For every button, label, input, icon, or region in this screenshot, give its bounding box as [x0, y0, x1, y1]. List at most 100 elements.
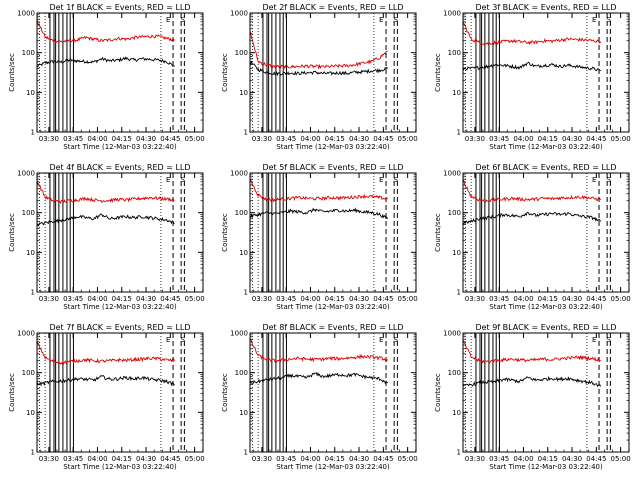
y-tick-label: 100: [235, 49, 248, 57]
x-tick-label: 04:00: [513, 455, 533, 463]
marker-s: S: [607, 336, 612, 344]
series-lld: [36, 340, 176, 365]
x-tick-label: 03:30: [39, 295, 59, 303]
y-tick-label: 10: [452, 89, 461, 97]
x-tick-label: 04:15: [538, 295, 558, 303]
x-tick-label: 04:45: [586, 295, 606, 303]
y-tick-label: 100: [235, 369, 248, 377]
y-tick-label: 1000: [443, 330, 461, 338]
y-axis-label: Counts/sec: [8, 373, 16, 412]
x-tick-label: 04:00: [300, 295, 320, 303]
y-tick-label: 1000: [443, 10, 461, 18]
x-axis-label: Start Time (12-Mar-03 03:22:40): [63, 463, 177, 471]
panel-title: Det 5f BLACK = Events, RED = LLD: [262, 163, 403, 172]
x-tick-label: 04:45: [160, 135, 180, 143]
marker-s: S: [607, 16, 612, 24]
marker-e: E: [379, 16, 383, 24]
x-tick-label: 05:00: [185, 135, 205, 143]
marker-e: E: [592, 16, 596, 24]
y-tick-label: 1: [31, 449, 35, 457]
x-axis-label: Start Time (12-Mar-03 03:22:40): [276, 463, 390, 471]
plot-frame: [249, 12, 417, 133]
x-tick-label: 04:15: [538, 135, 558, 143]
panel-det-4: Det 4f BLACK = Events, RED = LLD E S 1 10 100…: [8, 163, 205, 311]
y-tick-label: 100: [448, 369, 461, 377]
y-tick-label: 1000: [230, 10, 248, 18]
x-tick-label: 04:30: [136, 295, 156, 303]
panel-title: Det 6f BLACK = Events, RED = LLD: [475, 163, 616, 172]
marker-s: S: [394, 336, 399, 344]
x-tick-label: 05:00: [398, 455, 418, 463]
x-tick-label: 04:00: [87, 295, 107, 303]
marker-s: S: [181, 336, 186, 344]
x-axis-label: Start Time (12-Mar-03 03:22:40): [63, 143, 177, 151]
x-tick-label: 05:00: [185, 455, 205, 463]
x-tick-label: 03:45: [63, 135, 83, 143]
x-tick-label: 04:30: [349, 455, 369, 463]
y-axis-label: Counts/sec: [221, 53, 229, 92]
x-axis-label: Start Time (12-Mar-03 03:22:40): [276, 143, 390, 151]
series-lld: [249, 179, 388, 203]
x-tick-label: 04:00: [513, 295, 533, 303]
plot-frame: [36, 12, 204, 133]
y-tick-label: 1: [31, 129, 35, 137]
x-tick-label: 04:15: [112, 455, 132, 463]
y-tick-label: 10: [239, 409, 248, 417]
y-tick-label: 10: [26, 89, 35, 97]
x-tick-label: 04:15: [538, 455, 558, 463]
x-tick-label: 05:00: [185, 295, 205, 303]
panel-det-2: Det 2f BLACK = Events, RED = LLD E S 1 10 100…: [221, 3, 418, 151]
x-tick-label: 04:15: [325, 295, 345, 303]
x-tick-label: 04:30: [562, 135, 582, 143]
x-tick-label: 04:00: [513, 135, 533, 143]
marker-e: E: [379, 176, 383, 184]
plot-frame: [36, 172, 204, 293]
y-axis-label: Counts/sec: [434, 213, 442, 252]
series-events: [249, 60, 389, 77]
y-tick-label: 10: [26, 249, 35, 257]
x-tick-label: 04:45: [586, 455, 606, 463]
x-axis-label: Start Time (12-Mar-03 03:22:40): [489, 303, 603, 311]
series-events: [36, 56, 175, 68]
x-tick-label: 04:30: [562, 295, 582, 303]
y-tick-label: 1000: [230, 330, 248, 338]
panel-det-8: Det 8f BLACK = Events, RED = LLD E S 1 10 100…: [221, 323, 418, 471]
x-tick-label: 03:30: [252, 135, 272, 143]
x-tick-label: 05:00: [398, 135, 418, 143]
x-axis-label: Start Time (12-Mar-03 03:22:40): [489, 143, 603, 151]
x-tick-label: 05:00: [611, 295, 631, 303]
panel-title: Det 9f BLACK = Events, RED = LLD: [475, 323, 616, 332]
series-lld: [462, 179, 602, 204]
marker-s: S: [181, 176, 186, 184]
y-tick-label: 1: [244, 449, 248, 457]
plot-frame: [249, 172, 417, 293]
panel-det-6: Det 6f BLACK = Events, RED = LLD E S 1 10 100…: [434, 163, 631, 311]
x-tick-label: 03:30: [465, 135, 485, 143]
marker-e: E: [592, 176, 596, 184]
x-tick-label: 03:45: [63, 295, 83, 303]
x-tick-label: 04:45: [160, 455, 180, 463]
panel-det-5: Det 5f BLACK = Events, RED = LLD E S 1 10 100…: [221, 163, 418, 311]
y-tick-label: 1000: [443, 170, 461, 178]
y-tick-label: 1000: [230, 170, 248, 178]
x-tick-label: 03:45: [489, 295, 509, 303]
y-tick-label: 100: [22, 369, 35, 377]
y-tick-label: 1: [457, 449, 461, 457]
x-tick-label: 05:00: [611, 455, 631, 463]
y-tick-label: 1: [244, 129, 248, 137]
x-tick-label: 03:30: [252, 295, 272, 303]
series-events: [462, 61, 601, 72]
y-tick-label: 1000: [17, 330, 35, 338]
x-tick-label: 03:45: [489, 135, 509, 143]
x-tick-label: 03:30: [465, 455, 485, 463]
x-tick-label: 03:45: [276, 455, 296, 463]
marker-e: E: [166, 16, 170, 24]
panel-title: Det 3f BLACK = Events, RED = LLD: [475, 3, 616, 12]
x-tick-label: 04:30: [349, 135, 369, 143]
y-tick-label: 1000: [17, 170, 35, 178]
x-tick-label: 03:30: [39, 135, 59, 143]
marker-e: E: [592, 336, 596, 344]
x-tick-label: 04:45: [373, 135, 393, 143]
x-tick-label: 04:00: [87, 455, 107, 463]
x-tick-label: 05:00: [398, 295, 418, 303]
